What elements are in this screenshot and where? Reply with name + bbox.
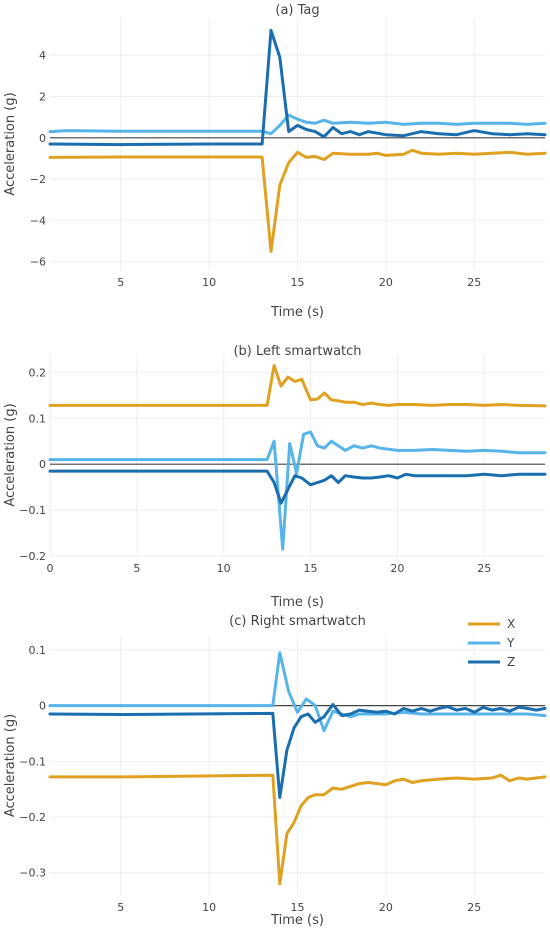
panel-2: 0 5 10 15 20 25 −0.2 −0.1 0 0.1 0.2 (b) Left smartw… xyxy=(3,344,547,610)
x-axis-label: Time (s) xyxy=(270,305,324,320)
y-tick-label: 2 xyxy=(39,90,46,103)
x-tick-label: 5 xyxy=(117,901,124,914)
y-tick-label: −4 xyxy=(30,214,46,227)
series-line-y xyxy=(48,651,547,733)
y-tick-label: 0.2 xyxy=(29,366,47,379)
series-line-y xyxy=(48,113,547,136)
y-axis-label: Acceleration (g) xyxy=(3,92,18,195)
x-axis-label: Time (s) xyxy=(270,595,324,610)
panel-1: 5 10 15 20 25 −6 −4 −2 0 2 4 (a) Tag Time (s) Acceler… xyxy=(3,3,547,320)
legend-label-z: Z xyxy=(507,655,515,669)
x-tick-label: 10 xyxy=(217,562,231,575)
x-tick-label: 20 xyxy=(379,901,393,914)
series-line-x xyxy=(48,364,547,408)
x-tick-label: 0 xyxy=(47,562,54,575)
y-tick-label: −0.1 xyxy=(19,755,46,768)
chart-title: (c) Right smartwatch xyxy=(229,614,366,629)
x-tick-label: 20 xyxy=(390,562,404,575)
y-tick-label: 0.1 xyxy=(29,644,47,657)
chart-title: (a) Tag xyxy=(275,3,319,18)
y-tick-label: −6 xyxy=(30,256,46,269)
x-tick-label: 15 xyxy=(304,562,318,575)
x-tick-label: 5 xyxy=(117,276,124,289)
x-tick-label: 10 xyxy=(202,276,216,289)
x-tick-label: 25 xyxy=(467,276,481,289)
series-line-z xyxy=(48,28,547,147)
series-line-x xyxy=(48,148,547,253)
y-tick-label: −2 xyxy=(30,173,46,186)
y-tick-label: 0 xyxy=(39,700,46,713)
panel-3: 5 10 15 20 25 −0.3 −0.2 −0.1 0 0.1 (c) Right smart… xyxy=(3,614,547,928)
x-tick-label: 20 xyxy=(379,276,393,289)
x-tick-label: 15 xyxy=(291,901,305,914)
y-tick-label: 0 xyxy=(39,458,46,471)
y-tick-label: −0.3 xyxy=(19,867,46,880)
chart-title: (b) Left smartwatch xyxy=(233,344,361,359)
x-tick-label: 10 xyxy=(202,901,216,914)
y-tick-label: −0.2 xyxy=(19,811,46,824)
series-line-z xyxy=(48,703,547,799)
x-axis-label: Time (s) xyxy=(270,913,324,928)
x-tick-label: 25 xyxy=(477,562,491,575)
series-line-y xyxy=(48,430,547,551)
legend-label-y: Y xyxy=(506,636,515,650)
series-line-x xyxy=(48,773,547,886)
x-tick-label: 25 xyxy=(467,901,481,914)
y-tick-label: −0.2 xyxy=(19,550,46,563)
x-tick-label: 15 xyxy=(291,276,305,289)
x-tick-label: 5 xyxy=(133,562,140,575)
y-tick-label: 0 xyxy=(39,132,46,145)
legend: XYZ xyxy=(468,617,515,669)
y-tick-label: 4 xyxy=(39,49,46,62)
y-axis-label: Acceleration (g) xyxy=(3,403,18,506)
y-tick-label: 0.1 xyxy=(29,412,47,425)
y-tick-label: −0.1 xyxy=(19,504,46,517)
legend-label-x: X xyxy=(507,617,515,631)
series-line-z xyxy=(48,469,547,505)
y-axis-label: Acceleration (g) xyxy=(3,714,18,817)
